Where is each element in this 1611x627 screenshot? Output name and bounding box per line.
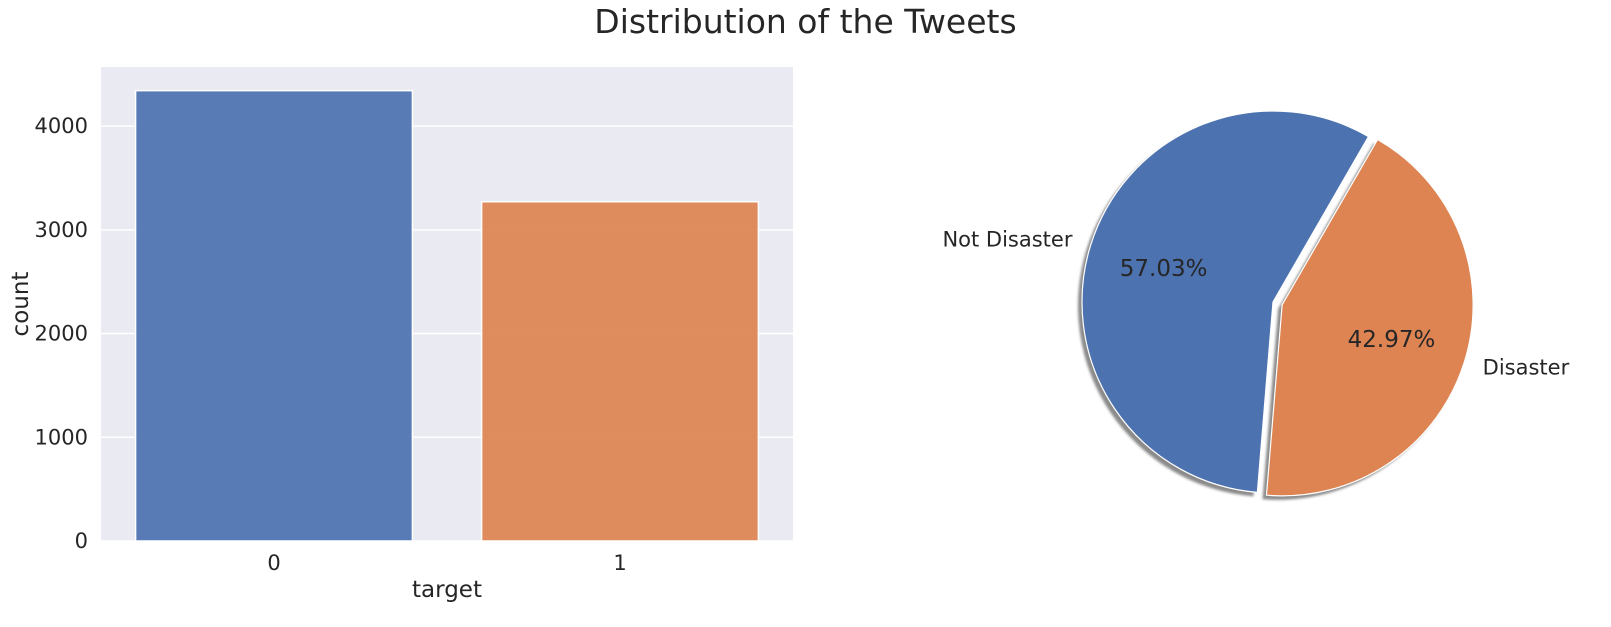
bar-0 (134, 89, 414, 542)
x-axis-label: target (412, 577, 482, 603)
pie-slice-not-disaster (1081, 110, 1370, 494)
y-axis-ticks: 0 1000 2000 3000 4000 (35, 114, 88, 553)
y-tick-label: 1000 (35, 425, 88, 449)
y-tick-label: 0 (75, 529, 88, 553)
bar-series (134, 89, 760, 542)
x-tick-label: 1 (613, 551, 626, 575)
pie-slices (1081, 110, 1474, 497)
x-tick-label: 0 (267, 551, 280, 575)
y-tick-label: 2000 (35, 322, 88, 346)
pie-category-label: Not Disaster (942, 227, 1072, 251)
y-tick-label: 4000 (35, 114, 88, 138)
pie-slice-disaster (1265, 138, 1474, 497)
pie-category-label: Disaster (1483, 355, 1570, 379)
y-tick-label: 3000 (35, 218, 88, 242)
pie-chart: Not Disaster 57.03% Disaster 42.97% (942, 110, 1570, 500)
pie-labels: Not Disaster 57.03% Disaster 42.97% (942, 227, 1569, 379)
pie-percent-label: 42.97% (1348, 327, 1436, 353)
y-axis-label: count (8, 272, 34, 337)
bar-1 (480, 200, 760, 542)
figure-title: Distribution of the Tweets (594, 2, 1017, 41)
pie-percent-label: 57.03% (1120, 256, 1208, 282)
